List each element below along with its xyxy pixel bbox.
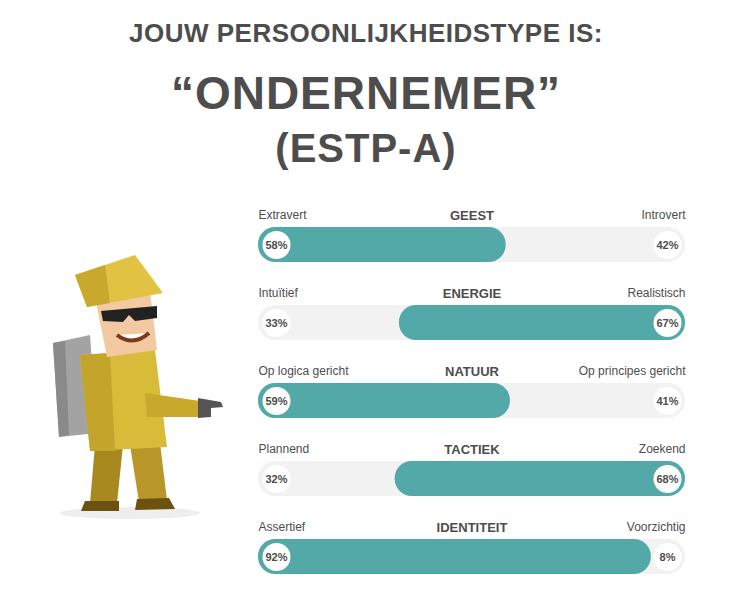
html-text:JOUW PERSOONLIJKHEIDSTYPE IS:: JOUW PERSOONLIJKHEIDSTYPE IS: — [129, 18, 603, 48]
svg-text:Plannend: Plannend — [259, 442, 310, 456]
svg-text:ENERGIE: ENERGIE — [443, 286, 502, 301]
svg-text:Intuïtief: Intuïtief — [259, 286, 299, 300]
svg-text:Assertief: Assertief — [259, 520, 306, 534]
svg-text:NATUUR: NATUUR — [445, 364, 500, 379]
svg-text:67%: 67% — [656, 317, 678, 329]
svg-text:Extravert: Extravert — [259, 208, 308, 222]
svg-text:42%: 42% — [656, 239, 678, 251]
html-text:“ONDERNEMER”: “ONDERNEMER” — [170, 67, 562, 119]
svg-text:TACTIEK: TACTIEK — [444, 442, 500, 457]
svg-text:58%: 58% — [265, 239, 287, 251]
svg-text:GEEST: GEEST — [450, 208, 494, 223]
svg-text:Zoekend: Zoekend — [639, 442, 686, 456]
svg-text:8%: 8% — [660, 551, 676, 563]
svg-text:92%: 92% — [265, 551, 287, 563]
svg-text:32%: 32% — [265, 473, 287, 485]
svg-text:Op principes gericht: Op principes gericht — [579, 364, 686, 378]
svg-text:59%: 59% — [265, 395, 287, 407]
svg-text:33%: 33% — [265, 317, 287, 329]
svg-text:IDENTITEIT: IDENTITEIT — [437, 520, 508, 535]
svg-text:41%: 41% — [656, 395, 678, 407]
svg-text:Op logica gericht: Op logica gericht — [259, 364, 350, 378]
svg-text:Introvert: Introvert — [641, 208, 686, 222]
svg-text:68%: 68% — [656, 473, 678, 485]
svg-text:Voorzichtig: Voorzichtig — [627, 520, 686, 534]
svg-text:Realistisch: Realistisch — [627, 286, 685, 300]
html-text:(ESTP-A): (ESTP-A) — [275, 126, 457, 170]
